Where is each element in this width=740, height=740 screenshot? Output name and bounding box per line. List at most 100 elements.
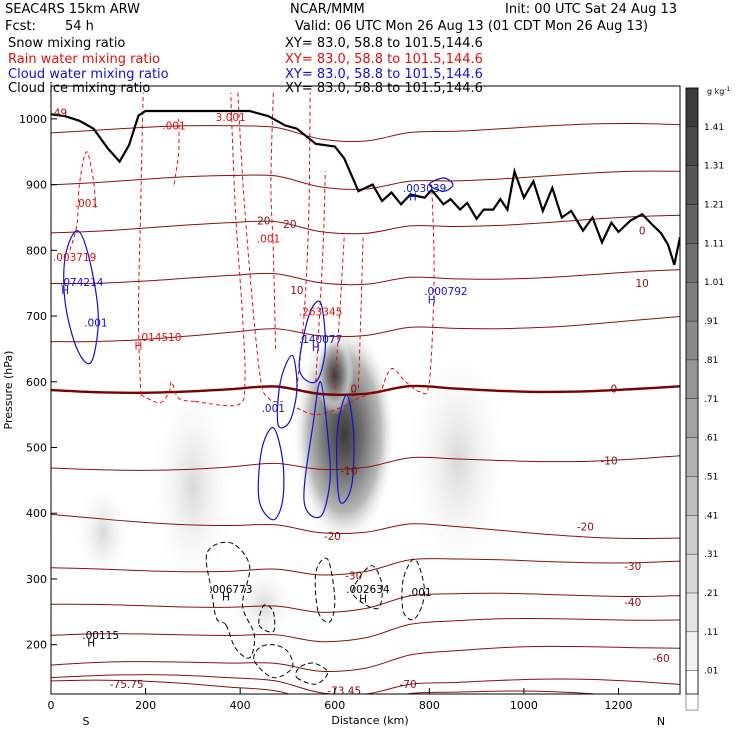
colorbar-swatch-15: [685, 670, 699, 711]
y-tick-label-2: 400: [26, 507, 47, 520]
north-end-label: N: [657, 715, 665, 728]
colorbar-swatch-11: [685, 515, 699, 555]
colorbar-swatch-1: [685, 126, 699, 167]
max-label-3: .001: [408, 587, 431, 599]
isotherm-9: [51, 316, 680, 343]
isotherm-12: [51, 170, 680, 190]
rain-contour-1: [140, 381, 196, 404]
isotherm-6: [51, 513, 680, 540]
rain-contour-0: [137, 92, 144, 395]
rain-contour-8: [357, 237, 364, 389]
colorbar-swatch-4: [685, 243, 699, 283]
snow-blob-3: [405, 335, 510, 586]
cloud-water-contours: [63, 177, 454, 521]
colorbar-label-13: .11: [704, 628, 718, 638]
max-label-6: .263345: [299, 306, 342, 318]
max-label-7: .014510: [138, 332, 181, 344]
isotherm-label-16: 20: [283, 219, 296, 231]
colorbar-label-12: .21: [704, 589, 718, 599]
max-marker-6: H: [428, 295, 436, 307]
x-tick-label-2: 400: [230, 699, 251, 712]
field-rain-name: Rain water mixing ratio: [8, 52, 161, 67]
ice-contour-3: [314, 557, 336, 623]
isotherm-13: [51, 122, 680, 142]
x-axis-ticks: 0 200 400 600 800 1000 1200: [48, 688, 633, 712]
field-rain-xy: XY= 83.0, 58.8 to 101.5,144.6: [285, 52, 483, 67]
max-label-12: .001: [257, 233, 280, 245]
max-marker-0: H: [87, 638, 95, 650]
colorbar-swatch-10: [685, 476, 699, 517]
colorbar-label-1: 1.31: [704, 162, 724, 172]
max-label-13: .001: [75, 198, 98, 210]
max-marker-7: H: [409, 191, 417, 203]
x-tick-label-1: 200: [135, 699, 156, 712]
field-cloudwater-xy: XY= 83.0, 58.8 to 101.5,144.6: [285, 67, 483, 82]
forecast-hours: 54 h: [65, 19, 94, 34]
y-tick-label-6: 800: [26, 244, 47, 257]
field-snow-name: Snow mixing ratio: [8, 36, 126, 51]
field-cloudice-name: Cloud ice mixing ratio: [8, 81, 151, 96]
colorbar-swatch-3: [685, 204, 699, 245]
cloud-water-contour-3: [298, 300, 327, 384]
y-tick-label-5: 700: [26, 310, 47, 323]
max-label-15: .001: [162, 120, 185, 132]
snow-blob-4: [74, 480, 132, 586]
max-marker-4: H: [135, 341, 143, 353]
field-snow-xy: XY= 83.0, 58.8 to 101.5,144.6: [285, 36, 483, 51]
isotherm-label-15: 20: [257, 216, 270, 228]
isotherm-label-8: -20: [324, 531, 341, 543]
y-tick-label-3: 500: [26, 442, 47, 455]
colorbar-label-7: .71: [704, 395, 718, 405]
max-label-10: .003719: [53, 252, 96, 264]
colorbar-label-10: .41: [704, 511, 718, 521]
colorbar-frame: [685, 87, 699, 695]
colorbar-swatch-0: [685, 87, 699, 128]
forecast-label: Fcst:: [5, 19, 36, 34]
contour-labels: -75.75 -73.45 -70 -60 -40 -30 -30 -20 -20 -10 -10 0…: [53, 107, 670, 694]
isotherm-1: [51, 679, 604, 694]
field-cloudice-xy: XY= 83.0, 58.8 to 101.5,144.6: [285, 81, 483, 96]
rain-contour-10: [69, 151, 97, 251]
isotherm-label-0: -75.75: [110, 679, 144, 691]
valid-time: Valid: 06 UTC Mon 26 Aug 13 (01 CDT Mon …: [295, 19, 649, 34]
model-title: SEAC4RS 15km ARW: [5, 2, 141, 17]
ice-contour-4: [352, 565, 383, 610]
rain-contour-6: [315, 171, 326, 382]
rain-contour-7: [334, 237, 345, 389]
isotherm-4: [51, 592, 680, 613]
cloud-ice-contours: [205, 541, 426, 685]
field-cloudwater-name: Cloud water mixing ratio: [8, 67, 169, 82]
colorbar-label-3: 1.11: [704, 239, 724, 249]
max-marker-2: H: [359, 594, 367, 606]
colorbar-label-14: .01: [704, 667, 718, 677]
init-time: Init: 00 UTC Sat 24 Aug 13: [505, 2, 678, 17]
rain-contour-4: [270, 92, 277, 349]
max-label-9: .074214: [60, 277, 104, 289]
colorbar-swatch-12: [685, 553, 699, 594]
rain-contour-2: [195, 92, 246, 407]
y-tick-label-7: 900: [26, 179, 47, 192]
isotherm-label-9: -10: [600, 456, 617, 468]
colorbar-label-4: 1.01: [704, 278, 724, 288]
isotherm-8: [51, 384, 680, 397]
colorbar-label-0: 1.41: [704, 123, 724, 133]
ice-contour-5: [401, 558, 426, 621]
org-label: NCAR/MMM: [290, 2, 365, 17]
rain-contour-11: [173, 118, 180, 185]
isotherm-label-2: -70: [399, 679, 416, 691]
x-tick-label-0: 0: [48, 699, 55, 712]
isotherm-3: [51, 618, 680, 643]
isotherm-label-10: -10: [340, 466, 357, 478]
colorbar-label-5: .91: [704, 317, 718, 327]
isotherm-label-3: -60: [653, 653, 670, 665]
colorbar: g kg-1 1.41 1.31 1.21 1.11 1.01 .91 .81 .71 .61.…: [685, 86, 731, 711]
colorbar-swatch-8: [685, 398, 699, 439]
south-end-label: S: [83, 715, 90, 728]
cloud-water-contour-4: [336, 394, 355, 504]
ice-contour-1: [253, 644, 294, 679]
colorbar-swatch-9: [685, 437, 699, 478]
x-tick-label-4: 800: [419, 699, 440, 712]
colorbar-swatch-5: [685, 282, 699, 322]
max-label-5: .140077: [299, 334, 342, 346]
